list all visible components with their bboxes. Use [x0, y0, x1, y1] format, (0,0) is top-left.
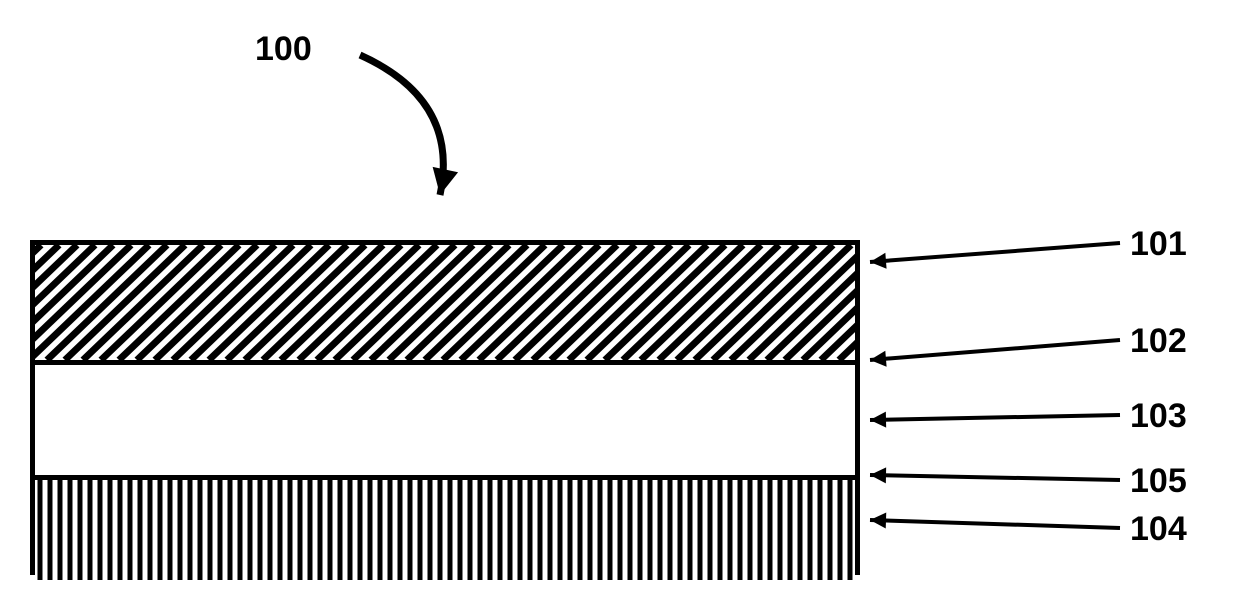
diagram-canvas: 100 101 102 103 105 104: [0, 0, 1240, 607]
callout-100-label: 100: [255, 30, 312, 69]
layer-103: [35, 365, 855, 480]
callout-104-label: 104: [1130, 510, 1187, 549]
callout-105-label: 105: [1130, 462, 1187, 501]
layer-104: [35, 480, 855, 580]
callout-102-label: 102: [1130, 322, 1187, 361]
callout-103-label: 103: [1130, 397, 1187, 436]
callout-101-label: 101: [1130, 225, 1187, 264]
layer-stack: [30, 240, 860, 575]
layer-101: [35, 245, 855, 365]
